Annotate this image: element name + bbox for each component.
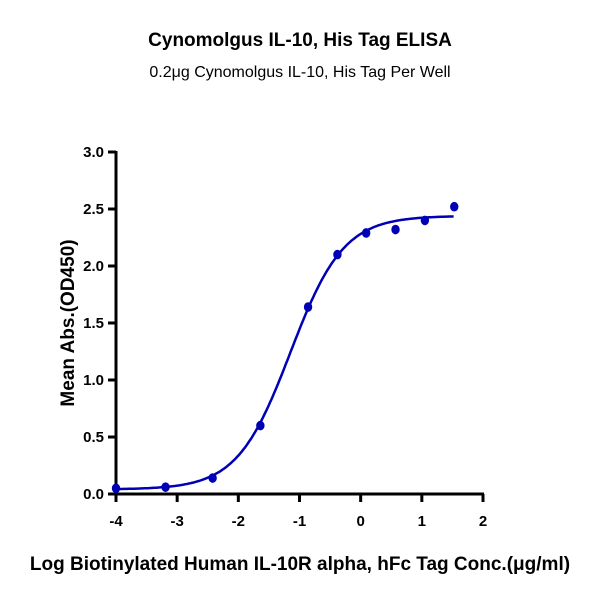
data-point — [208, 473, 217, 483]
y-tick-label: 1.0 — [83, 372, 104, 389]
x-tick-label: -3 — [170, 513, 183, 530]
fit-curve — [115, 215, 454, 491]
y-tick-label: 2.0 — [83, 258, 104, 275]
y-tick-label: 0.5 — [83, 429, 104, 446]
y-tick-label: 1.5 — [83, 315, 104, 332]
y-tick-label: 2.5 — [83, 201, 104, 218]
y-axis-label: Mean Abs.(OD450) — [58, 239, 79, 406]
data-point — [391, 224, 400, 235]
data-point — [420, 215, 430, 226]
x-axis-label: Log Biotinylated Human IL-10R alpha, hFc… — [30, 554, 570, 575]
x-tick-label: -4 — [109, 513, 123, 530]
chart-title: Cynomolgus IL-10, His Tag ELISA — [148, 30, 452, 51]
chart-subtitle: 0.2μg Cynomolgus IL-10, His Tag Per Well — [149, 64, 451, 81]
x-tick-label: 2 — [479, 513, 487, 530]
y-tick-label: 0.0 — [83, 486, 104, 503]
x-tick-label: -2 — [232, 513, 245, 530]
data-point — [361, 228, 371, 238]
data-point — [333, 249, 342, 260]
x-tick-label: -1 — [293, 513, 306, 530]
data-point — [111, 483, 121, 494]
data-point — [161, 482, 170, 492]
data-point — [303, 302, 313, 312]
x-tick-label: 0 — [356, 513, 364, 530]
y-tick-label: 3.0 — [83, 144, 104, 161]
x-tick-label: 1 — [418, 513, 426, 530]
data-point — [450, 201, 459, 212]
data-point — [256, 420, 265, 431]
